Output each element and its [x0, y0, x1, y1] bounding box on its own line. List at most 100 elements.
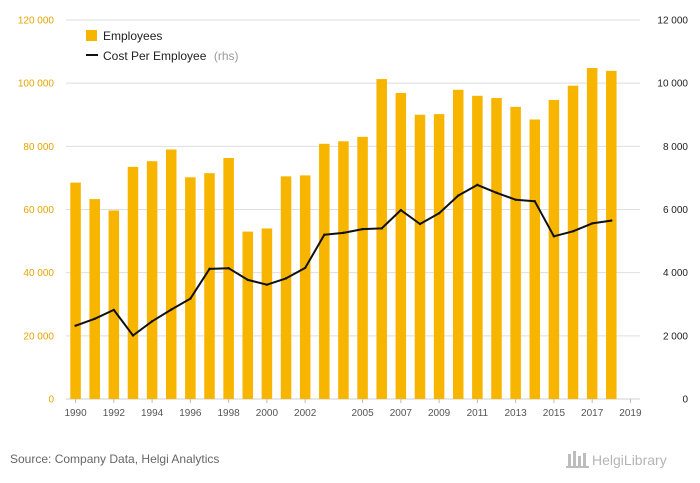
- bar: [491, 98, 502, 399]
- x-tick-label: 2011: [467, 408, 489, 419]
- line-point: [533, 200, 536, 203]
- left-tick-label: 60 000: [23, 205, 54, 216]
- right-tick-label: 12 000: [657, 16, 688, 27]
- legend-label-cost-per-employee: Cost Per Employee (rhs): [103, 47, 239, 64]
- line-point: [418, 222, 422, 226]
- bar: [261, 228, 273, 399]
- bar: [146, 161, 158, 399]
- line-point: [610, 219, 613, 222]
- line-point: [342, 231, 345, 235]
- line-point: [150, 320, 154, 323]
- right-tick-label: 0: [682, 395, 688, 406]
- right-tick-label: 4 000: [663, 268, 688, 279]
- left-tick-label: 120 000: [18, 16, 55, 27]
- line-point: [303, 266, 307, 270]
- cost-per-employee-line-group: [74, 183, 613, 337]
- x-tick-label: 2005: [351, 408, 374, 419]
- line-point: [437, 212, 441, 215]
- bar: [89, 199, 100, 399]
- source-note: Source: Company Data, Helgi Analytics: [10, 452, 219, 466]
- bar: [357, 136, 368, 399]
- bar: [510, 106, 521, 400]
- line-point: [590, 222, 594, 225]
- left-tick-label: 40 000: [23, 268, 54, 279]
- x-tick-label: 2009: [428, 408, 451, 419]
- x-tick-label: 1998: [218, 408, 241, 419]
- line-point: [476, 183, 479, 187]
- line-point: [131, 334, 135, 337]
- brand-name: HelgiLibrary: [592, 452, 667, 468]
- right-tick-label: 8 000: [663, 142, 688, 153]
- line-point: [361, 227, 364, 231]
- brand-logo: HelgiLibrary: [566, 451, 667, 468]
- right-axis-ticks: 0 2 000 4 000 6 000 8 000 10 000 12 000: [657, 16, 688, 406]
- left-tick-label: 20 000: [23, 331, 54, 342]
- line-point: [93, 317, 96, 320]
- bar: [165, 149, 177, 399]
- bar: [299, 175, 311, 399]
- bar: [472, 95, 483, 400]
- gridlines: [66, 19, 640, 400]
- bar: [242, 231, 254, 399]
- right-tick-label: 6 000: [663, 205, 688, 216]
- x-tick-label: 2002: [294, 408, 317, 419]
- legend-label-employees: Employees: [103, 29, 162, 43]
- bar: [223, 158, 234, 399]
- line-point: [380, 227, 383, 230]
- x-tick-label: 1992: [103, 408, 126, 419]
- line-point: [112, 308, 116, 312]
- bar: [319, 143, 330, 399]
- bar: [395, 92, 407, 400]
- bar: [606, 70, 617, 399]
- line-point: [74, 324, 77, 327]
- line-point: [227, 267, 230, 270]
- left-tick-label: 100 000: [18, 79, 55, 90]
- legend-swatch-employees: [86, 30, 97, 41]
- x-tick-label: 1996: [179, 408, 202, 419]
- line-point: [170, 308, 173, 311]
- line-point: [246, 278, 249, 282]
- left-tick-label: 0: [48, 395, 54, 406]
- x-tick-label: 2000: [256, 408, 279, 419]
- bar: [433, 114, 445, 399]
- bar: [452, 89, 464, 399]
- bar: [586, 68, 598, 400]
- left-tick-label: 80 000: [23, 142, 54, 153]
- bar: [127, 166, 139, 399]
- x-tick-label: 2015: [543, 408, 566, 419]
- right-tick-label: 10 000: [657, 79, 688, 90]
- line-point: [189, 297, 192, 300]
- line-point: [552, 235, 556, 238]
- x-axis-ticks: 1990 1992 1994 1996 1998 2000 2002 2005 2007 2009…: [64, 399, 642, 419]
- bar: [376, 79, 387, 399]
- bar: [338, 141, 349, 399]
- bar: [185, 177, 196, 399]
- x-tick-label: 2007: [390, 408, 413, 419]
- line-point: [399, 208, 403, 212]
- bar: [70, 182, 81, 399]
- x-tick-label: 1990: [64, 408, 87, 419]
- bar: [529, 119, 541, 400]
- bar: [280, 176, 292, 399]
- bar: [204, 173, 215, 399]
- bar: [414, 114, 426, 399]
- x-tick-label: 2013: [505, 408, 528, 419]
- line-point: [265, 283, 269, 286]
- line-point: [495, 191, 498, 194]
- library-icon: [566, 451, 589, 468]
- legend: Employees Cost Per Employee (rhs): [86, 29, 239, 64]
- bar: [108, 210, 120, 399]
- line-point: [571, 230, 575, 233]
- x-tick-label: 2017: [581, 408, 604, 419]
- bar: [567, 85, 579, 400]
- line-point: [208, 267, 211, 271]
- line-point: [323, 233, 326, 236]
- line-point: [284, 277, 288, 280]
- right-tick-label: 2 000: [663, 331, 688, 342]
- x-tick-label: 2019: [619, 408, 642, 419]
- left-axis-ticks: 0 20 000 40 000 60 000 80 000 100 000 120 000: [18, 16, 55, 406]
- line-point: [457, 194, 460, 197]
- bar: [548, 99, 560, 400]
